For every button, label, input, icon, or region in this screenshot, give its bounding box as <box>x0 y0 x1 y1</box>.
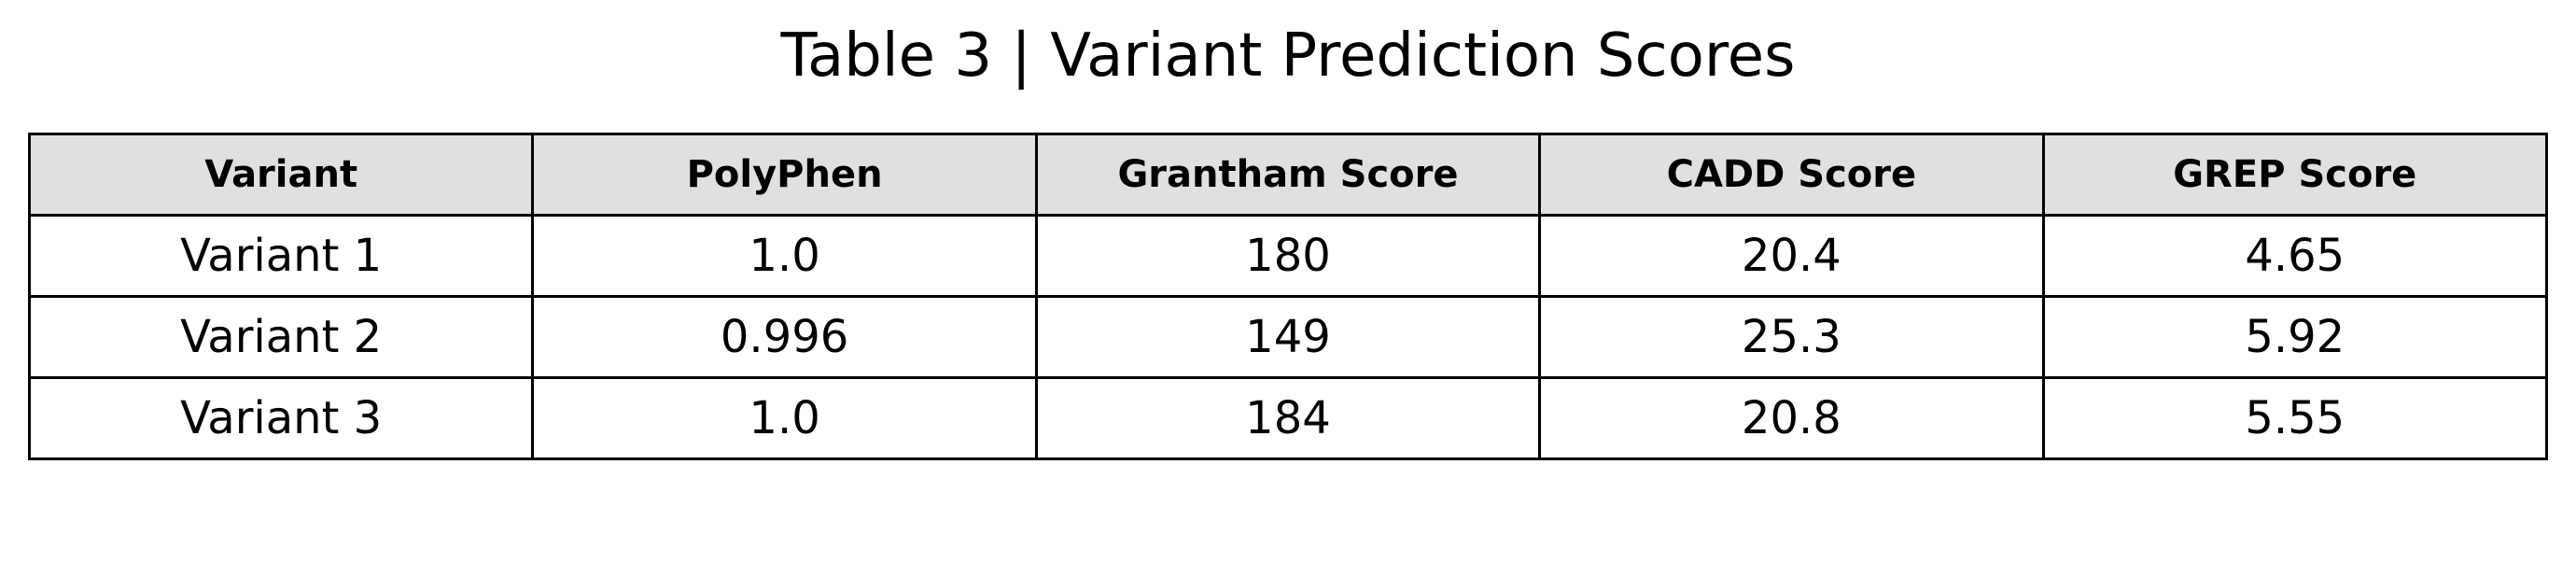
table-row: Variant 3 1.0 184 20.8 5.55 <box>27 376 2549 460</box>
column-header-grantham-score: Grantham Score <box>1034 133 1542 217</box>
table-cell: Variant 2 <box>27 295 535 379</box>
table-title: Table 3 | Variant Prediction Scores <box>780 21 1796 91</box>
table-cell: 184 <box>1034 376 1542 460</box>
table-header-row: Variant PolyPhen Grantham Score CADD Sco… <box>27 133 2549 217</box>
table-row: Variant 2 0.996 149 25.3 5.92 <box>27 295 2549 379</box>
table-cell: Variant 3 <box>27 376 535 460</box>
table-cell: 5.55 <box>2041 376 2549 460</box>
column-header-variant: Variant <box>27 133 535 217</box>
table-cell: 1.0 <box>531 376 1038 460</box>
column-header-grep-score: GREP Score <box>2041 133 2549 217</box>
variant-scores-table: Variant PolyPhen Grantham Score CADD Sco… <box>27 133 2549 460</box>
table-cell: 20.8 <box>1538 376 2045 460</box>
table-cell: 1.0 <box>531 214 1038 298</box>
table-cell: 5.92 <box>2041 295 2549 379</box>
column-header-polyphen: PolyPhen <box>531 133 1038 217</box>
table-cell: 4.65 <box>2041 214 2549 298</box>
column-header-cadd-score: CADD Score <box>1538 133 2045 217</box>
table-cell: 20.4 <box>1538 214 2045 298</box>
table-cell: 180 <box>1034 214 1542 298</box>
table-row: Variant 1 1.0 180 20.4 4.65 <box>27 214 2549 298</box>
table-cell: 149 <box>1034 295 1542 379</box>
table-cell: 0.996 <box>531 295 1038 379</box>
table-cell: 25.3 <box>1538 295 2045 379</box>
table-cell: Variant 1 <box>27 214 535 298</box>
